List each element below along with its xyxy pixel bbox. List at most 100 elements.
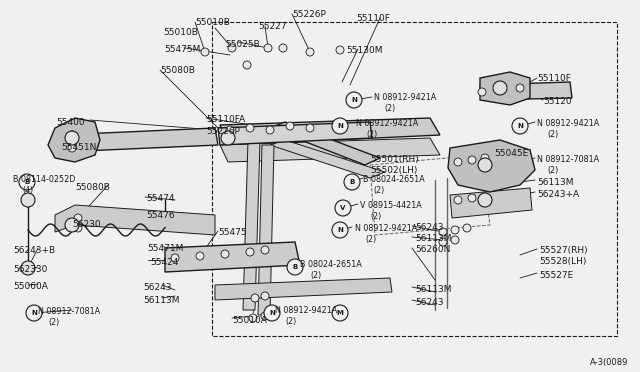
Circle shape [332,118,348,134]
Circle shape [439,228,447,236]
Circle shape [21,193,35,207]
Text: 55010A: 55010A [232,316,267,325]
Text: 55110FA: 55110FA [206,115,245,124]
Text: 55471M: 55471M [147,244,184,253]
Circle shape [246,248,254,256]
Circle shape [332,222,348,238]
Text: 55227: 55227 [258,22,287,31]
Circle shape [451,236,459,244]
Text: 56243+B: 56243+B [13,246,55,255]
Circle shape [516,84,524,92]
Circle shape [243,61,251,69]
Circle shape [335,200,351,216]
Circle shape [261,312,269,320]
Text: 56260N: 56260N [415,245,451,254]
Text: (2): (2) [48,318,60,327]
Text: N 08912-9421A: N 08912-9421A [275,306,337,315]
Circle shape [65,218,79,232]
Circle shape [196,252,204,260]
Text: 55120: 55120 [543,97,572,106]
Text: 55080B: 55080B [75,183,110,192]
Text: 55010B: 55010B [163,28,198,37]
Circle shape [261,292,269,300]
Polygon shape [270,140,385,178]
Text: (2): (2) [370,212,381,221]
Text: 55010B: 55010B [195,18,230,27]
Text: N: N [269,310,275,316]
Circle shape [74,214,82,222]
Text: 56243: 56243 [415,223,444,232]
Polygon shape [215,278,392,300]
Circle shape [478,158,492,172]
Circle shape [344,174,360,190]
Circle shape [65,131,79,145]
Text: N 08912-9421A: N 08912-9421A [374,93,436,102]
Text: 55527(RH): 55527(RH) [539,246,588,255]
Text: 55060A: 55060A [13,282,48,291]
Text: 562330: 562330 [13,265,47,274]
Text: 55528(LH): 55528(LH) [539,257,586,266]
Circle shape [454,158,462,166]
Text: V 08915-4421A: V 08915-4421A [360,201,422,210]
Text: (2): (2) [547,130,558,139]
Text: N 08912-7081A: N 08912-7081A [38,307,100,316]
Circle shape [439,238,447,246]
Polygon shape [58,128,218,152]
Polygon shape [480,72,530,105]
Circle shape [74,224,82,232]
Text: 56243+A: 56243+A [537,190,579,199]
Text: 56243: 56243 [415,298,444,307]
Polygon shape [243,140,260,310]
Text: 55080B: 55080B [160,66,195,75]
Text: 55226P: 55226P [206,127,240,136]
Polygon shape [480,82,572,100]
Text: (4): (4) [22,186,33,195]
Circle shape [266,126,274,134]
Polygon shape [448,140,535,192]
Text: B: B [24,179,29,185]
Circle shape [463,224,471,232]
Circle shape [246,124,254,132]
Text: (2): (2) [384,104,396,113]
Text: N 08912-9421A: N 08912-9421A [537,119,599,128]
Circle shape [493,81,507,95]
Text: 55025B: 55025B [225,40,260,49]
Circle shape [287,259,303,275]
Circle shape [251,294,259,302]
Text: N 08912-9421A: N 08912-9421A [355,224,417,233]
Text: (2): (2) [285,317,296,326]
Polygon shape [220,118,440,145]
Polygon shape [258,145,274,315]
Circle shape [261,246,269,254]
Circle shape [201,48,209,56]
Text: 55045E: 55045E [494,149,528,158]
Text: 55527E: 55527E [539,271,573,280]
Text: N: N [337,123,343,129]
Circle shape [332,305,348,321]
Circle shape [19,174,35,190]
Text: B: B [292,264,298,270]
Text: (2): (2) [366,130,377,139]
Circle shape [478,193,492,207]
Text: 56230: 56230 [72,220,100,229]
Text: 55400: 55400 [56,118,84,127]
Text: (2): (2) [365,235,376,244]
Text: N: N [337,227,343,233]
Polygon shape [218,122,372,145]
Circle shape [496,86,504,94]
Text: B 08114-0252D: B 08114-0252D [13,175,76,184]
Circle shape [512,118,528,134]
Circle shape [228,44,236,52]
Polygon shape [48,118,100,162]
Circle shape [478,88,486,96]
Circle shape [226,126,234,134]
Circle shape [221,131,235,145]
Polygon shape [165,242,300,272]
Text: A-3(0089: A-3(0089 [590,358,628,367]
Text: V: V [340,205,346,211]
Circle shape [468,156,476,164]
Circle shape [481,154,489,162]
Text: 55476: 55476 [146,211,175,220]
Circle shape [68,131,76,139]
Text: 55130M: 55130M [346,46,383,55]
